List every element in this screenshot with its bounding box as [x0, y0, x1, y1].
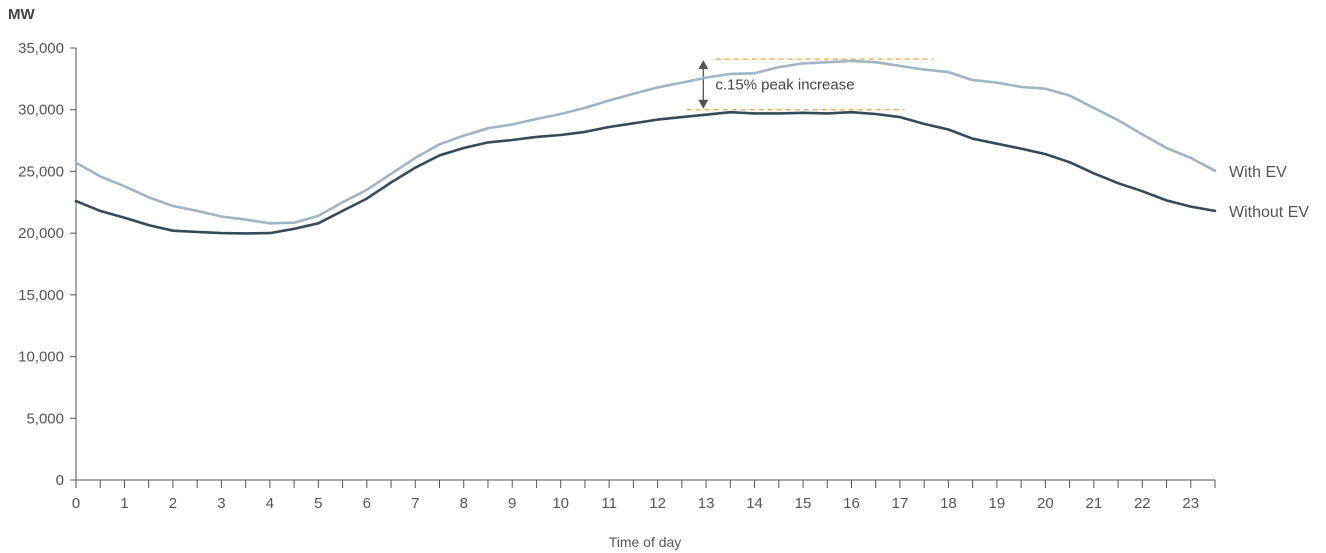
- y-tick-label: 30,000: [18, 102, 64, 119]
- x-tick-label: 3: [217, 495, 225, 512]
- x-tick-label: 12: [649, 495, 666, 512]
- x-tick-label: 20: [1037, 495, 1054, 512]
- x-tick-label: 21: [1085, 495, 1102, 512]
- y-tick-label: 20,000: [18, 225, 64, 242]
- x-tick-label: 18: [940, 495, 957, 512]
- y-tick-label: 5,000: [26, 410, 64, 427]
- x-tick-label: 10: [552, 495, 569, 512]
- x-tick-label: 0: [72, 495, 80, 512]
- x-tick-label: 7: [411, 495, 419, 512]
- x-tick-label: 19: [989, 495, 1006, 512]
- y-tick-label: 25,000: [18, 163, 64, 180]
- annotation-label: c.15% peak increase: [715, 76, 854, 93]
- x-tick-label: 11: [601, 495, 617, 512]
- x-tick-label: 5: [314, 495, 322, 512]
- x-tick-label: 8: [460, 495, 468, 512]
- x-tick-label: 23: [1182, 495, 1199, 512]
- y-tick-label: 0: [56, 472, 64, 489]
- series-line-with-ev: [74, 59, 1217, 225]
- x-tick-label: 4: [266, 495, 274, 512]
- x-tick-label: 15: [795, 495, 812, 512]
- x-axis-label: Time of day: [609, 534, 682, 550]
- x-tick-label: 17: [892, 495, 909, 512]
- arrow-up-icon: [698, 60, 709, 70]
- arrow-down-icon: [698, 99, 709, 109]
- x-tick-label: 16: [843, 495, 860, 512]
- x-tick-label: 2: [169, 495, 177, 512]
- series-label-without-ev: Without EV: [1229, 204, 1309, 221]
- y-axis-label: MW: [8, 6, 35, 23]
- x-tick-label: 9: [508, 495, 516, 512]
- x-tick-label: 14: [746, 495, 763, 512]
- series-lines: With EV Without EV: [74, 59, 1309, 235]
- axes: 0 5,000 10,000 15,000 20,000 25,000 30,000 35,0…: [18, 40, 1216, 512]
- y-tick-label: 10,000: [18, 349, 64, 366]
- peak-annotation: c.15% peak increase: [686, 58, 934, 111]
- x-tick-label: 1: [120, 495, 128, 512]
- series-label-with-ev: With EV: [1229, 164, 1287, 181]
- x-tick-label: 6: [363, 495, 371, 512]
- y-tick-label: 15,000: [18, 287, 64, 304]
- x-tick-label: 22: [1134, 495, 1151, 512]
- series-line-without-ev: [74, 110, 1217, 235]
- x-tick-label: 13: [698, 495, 715, 512]
- y-tick-label: 35,000: [18, 40, 64, 57]
